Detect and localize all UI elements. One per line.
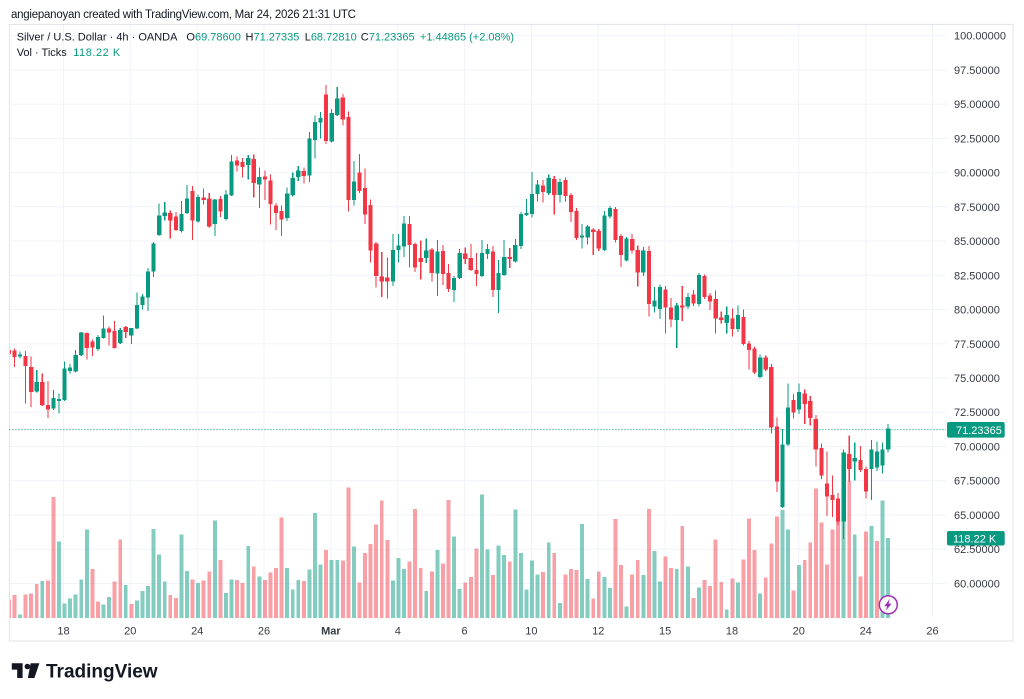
svg-text:12: 12	[592, 626, 604, 638]
svg-text:85.00000: 85.00000	[954, 236, 1000, 248]
svg-text:TradingView: TradingView	[46, 662, 158, 683]
svg-text:L68.72810: L68.72810	[305, 32, 357, 44]
svg-text:15: 15	[659, 626, 671, 638]
svg-text:24: 24	[191, 626, 203, 638]
svg-text:angiepanoyan created with Trad: angiepanoyan created with TradingView.co…	[11, 9, 356, 21]
svg-text:18: 18	[726, 626, 738, 638]
svg-text:60.00000: 60.00000	[954, 578, 1000, 590]
svg-text:100.00000: 100.00000	[954, 31, 1006, 43]
svg-text:71.23365: 71.23365	[956, 425, 1002, 437]
svg-text:72.50000: 72.50000	[954, 407, 1000, 419]
svg-text:75.00000: 75.00000	[954, 373, 1000, 385]
svg-text:18: 18	[57, 626, 69, 638]
svg-text:Mar: Mar	[321, 626, 341, 638]
svg-text:62.50000: 62.50000	[954, 544, 1000, 556]
svg-text:82.50000: 82.50000	[954, 270, 1000, 282]
svg-text:6: 6	[462, 626, 468, 638]
svg-text:87.50000: 87.50000	[954, 202, 1000, 214]
svg-text:C71.23365: C71.23365	[361, 32, 415, 44]
svg-text:67.50000: 67.50000	[954, 476, 1000, 488]
svg-text:O69.78600: O69.78600	[186, 32, 240, 44]
svg-text:90.00000: 90.00000	[954, 168, 1000, 180]
svg-text:26: 26	[258, 626, 270, 638]
svg-text:92.50000: 92.50000	[954, 133, 1000, 145]
svg-text:118.22 K: 118.22 K	[73, 47, 121, 59]
svg-text:4: 4	[395, 626, 401, 638]
svg-text:Silver / U.S. Dollar · 4h · OA: Silver / U.S. Dollar · 4h · OANDA	[17, 32, 178, 44]
svg-text:24: 24	[860, 626, 872, 638]
svg-text:Vol · Ticks: Vol · Ticks	[17, 47, 68, 59]
svg-text:20: 20	[793, 626, 805, 638]
svg-text:26: 26	[926, 626, 938, 638]
svg-text:65.00000: 65.00000	[954, 510, 1000, 522]
svg-text:80.00000: 80.00000	[954, 305, 1000, 317]
svg-text:97.50000: 97.50000	[954, 65, 1000, 77]
svg-text:+1.44865 (+2.08%): +1.44865 (+2.08%)	[420, 32, 514, 44]
svg-text:70.00000: 70.00000	[954, 442, 1000, 454]
svg-text:118.22 K: 118.22 K	[953, 534, 997, 546]
svg-text:20: 20	[124, 626, 136, 638]
svg-text:10: 10	[525, 626, 537, 638]
svg-text:H71.27335: H71.27335	[246, 32, 300, 44]
svg-text:95.00000: 95.00000	[954, 99, 1000, 111]
svg-text:77.50000: 77.50000	[954, 339, 1000, 351]
